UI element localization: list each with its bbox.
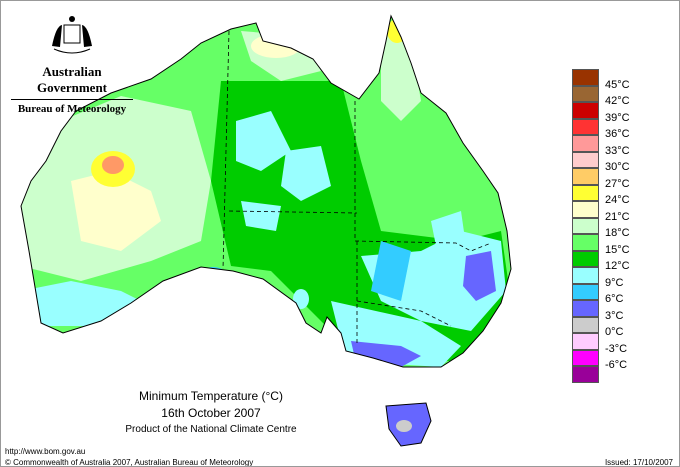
bureau-name: Bureau of Meteorology [17, 103, 127, 115]
legend-label: 18°C [605, 227, 630, 239]
legend-swatch [572, 118, 599, 135]
legend-label: 39°C [605, 111, 630, 124]
government-name: Australian Government [11, 64, 133, 100]
legend-swatch [572, 366, 599, 383]
legend-label: 24°C [605, 194, 630, 206]
legend-label: 33°C [605, 144, 630, 157]
legend-label: 3°C [605, 309, 624, 322]
legend-label: 0°C [605, 326, 624, 338]
legend-label: 15°C [605, 243, 630, 256]
issued-date: Issued: 17/10/2007 [604, 458, 673, 467]
legend-label: 36°C [605, 128, 630, 140]
legend-label: 12°C [605, 260, 630, 272]
legend-label: 27°C [605, 177, 630, 190]
legend-swatch [572, 184, 599, 201]
legend-label: 9°C [605, 276, 624, 289]
map-date: 16th October 2007 [161, 406, 261, 420]
legend-label: -3°C [605, 342, 628, 355]
legend-swatch [572, 102, 599, 119]
legend-swatch [572, 234, 599, 251]
legend-swatch [572, 300, 599, 317]
map-product: Product of the National Climate Centre [125, 424, 297, 435]
legend-swatch [572, 283, 599, 300]
legend-swatch [572, 349, 599, 366]
legend-swatch [572, 333, 599, 350]
legend-swatch [572, 201, 599, 218]
legend-swatch [572, 217, 599, 234]
legend-label: 42°C [605, 95, 630, 107]
legend-label: 30°C [605, 161, 630, 173]
legend-swatch [572, 135, 599, 152]
legend-swatch [572, 151, 599, 168]
bom-url-link[interactable]: http://www.bom.gov.au [5, 447, 86, 456]
legend-label: 45°C [605, 78, 630, 91]
australian-government-logo: Australian Government Bureau of Meteorol… [11, 11, 133, 115]
legend-swatch [572, 168, 599, 185]
map-title: Minimum Temperature (°C) [139, 389, 283, 403]
legend-label: 21°C [605, 210, 630, 223]
legend-swatch [572, 250, 599, 267]
legend-label: -6°C [605, 359, 628, 371]
legend-swatch [572, 316, 599, 333]
legend-swatch [572, 267, 599, 284]
tasmania [385, 402, 432, 447]
state-borders [222, 30, 492, 346]
legend-swatch [572, 69, 599, 86]
coat-of-arms-icon [52, 16, 92, 54]
copyright-notice: © Commonwealth of Australia 2007, Austra… [5, 458, 254, 467]
legend-label: 6°C [605, 293, 624, 305]
legend-swatch [572, 85, 599, 102]
